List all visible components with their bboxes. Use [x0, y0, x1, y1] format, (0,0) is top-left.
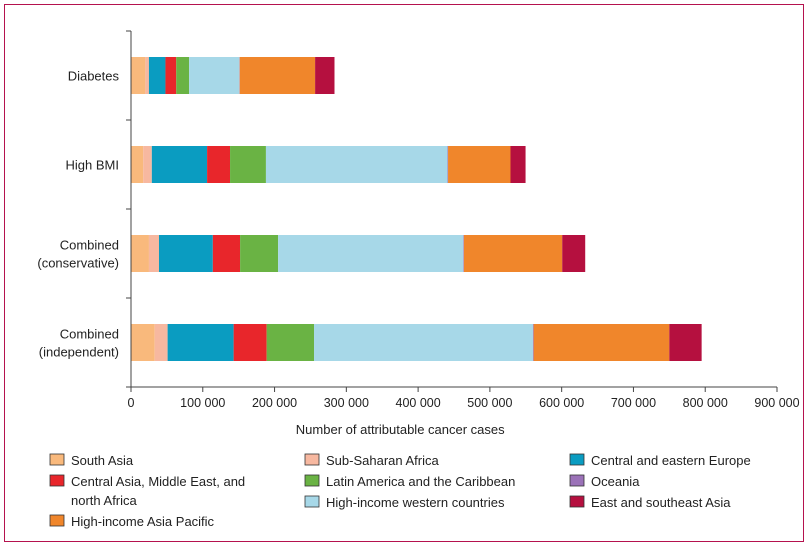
- bar-segment-3-3: [159, 235, 213, 272]
- bar-segment-4-9: [669, 324, 701, 361]
- bar-segment-3-4: [213, 235, 240, 272]
- bar-segment-4-8: [534, 324, 670, 361]
- figure-frame: Diabetes High BMI Combined (conservative) Co…: [4, 4, 804, 542]
- legend-label: Sub-Saharan Africa: [326, 453, 440, 468]
- legend-swatch: [570, 454, 584, 465]
- bar-segment-4-4: [234, 324, 267, 361]
- bar-segment-2-2: [143, 146, 152, 183]
- legend-label: High-income western countries: [326, 495, 505, 510]
- bar-segment-3-1: [131, 235, 149, 272]
- bar-segment-4-7: [533, 324, 534, 361]
- bar-segment-1-6: [189, 57, 239, 94]
- x-axis-title: Number of attributable cancer cases: [296, 422, 505, 437]
- legend-swatch: [305, 475, 319, 486]
- legend-swatch: [50, 515, 64, 526]
- x-tick-label: 200 000: [252, 396, 297, 410]
- bar-segment-4-3: [168, 324, 234, 361]
- x-tick-label: 900 000: [754, 396, 799, 410]
- legend-label: High-income Asia Pacific: [71, 514, 215, 529]
- legend-swatch: [570, 496, 584, 507]
- legend: South Asia Sub-Saharan Africa Central and …: [50, 453, 751, 529]
- legend-label: Central Asia, Middle East, and: [71, 474, 245, 489]
- bar-segment-2-5: [230, 146, 266, 183]
- y-tick-label: (conservative): [37, 256, 119, 271]
- bar-segment-2-7: [448, 146, 449, 183]
- bar-segment-3-5: [240, 235, 278, 272]
- legend-label: South Asia: [71, 453, 134, 468]
- bar-segment-1-8: [240, 57, 315, 94]
- x-tick-label: 400 000: [396, 396, 441, 410]
- x-tick-label: 0: [128, 396, 135, 410]
- x-axis: 0 100 000 200 000 300 000 400 000 500 000 600 …: [128, 387, 800, 410]
- bar-segment-1-5: [176, 57, 189, 94]
- x-tick-label: 800 000: [683, 396, 728, 410]
- bar-segment-4-6: [314, 324, 533, 361]
- legend-swatch: [570, 475, 584, 486]
- bar-segment-2-1: [131, 146, 143, 183]
- bar-segment-4-2: [155, 324, 168, 361]
- legend-label: Latin America and the Caribbean: [326, 474, 515, 489]
- bar-segment-2-4: [207, 146, 230, 183]
- legend-swatch: [50, 454, 64, 465]
- x-tick-label: 100 000: [180, 396, 225, 410]
- bar-segment-3-6: [278, 235, 463, 272]
- legend-swatch: [305, 454, 319, 465]
- bar-segment-2-9: [510, 146, 525, 183]
- y-tick-label: Combined: [60, 327, 119, 342]
- bar-segment-1-1: [131, 57, 145, 94]
- bar-segment-1-2: [145, 57, 149, 94]
- legend-swatch: [50, 475, 64, 486]
- legend-label: Oceania: [591, 474, 640, 489]
- bar-segment-2-3: [152, 146, 207, 183]
- bar-segment-3-7: [463, 235, 464, 272]
- y-tick-label: High BMI: [66, 158, 119, 173]
- x-tick-label: 300 000: [324, 396, 369, 410]
- y-tick-label: Diabetes: [68, 69, 120, 84]
- x-tick-label: 500 000: [467, 396, 512, 410]
- bar-segment-3-2: [149, 235, 159, 272]
- bars-group: [131, 57, 702, 361]
- bar-segment-1-9: [315, 57, 334, 94]
- bar-segment-4-1: [131, 324, 155, 361]
- legend-swatch: [305, 496, 319, 507]
- stacked-bar-chart: Diabetes High BMI Combined (conservative) Co…: [5, 5, 805, 543]
- bar-segment-3-8: [464, 235, 562, 272]
- y-axis: Diabetes High BMI Combined (conservative) Co…: [37, 31, 131, 387]
- bar-segment-4-5: [267, 324, 314, 361]
- bar-segment-2-8: [448, 146, 510, 183]
- y-tick-label: (independent): [39, 345, 119, 360]
- bar-segment-2-6: [266, 146, 448, 183]
- legend-label: north Africa: [71, 493, 138, 508]
- bar-segment-1-4: [165, 57, 176, 94]
- bar-segment-3-9: [562, 235, 585, 272]
- x-tick-label: 600 000: [539, 396, 584, 410]
- y-tick-label: Combined: [60, 238, 119, 253]
- legend-label: East and southeast Asia: [591, 495, 731, 510]
- x-tick-label: 700 000: [611, 396, 656, 410]
- bar-segment-1-3: [149, 57, 166, 94]
- legend-label: Central and eastern Europe: [591, 453, 751, 468]
